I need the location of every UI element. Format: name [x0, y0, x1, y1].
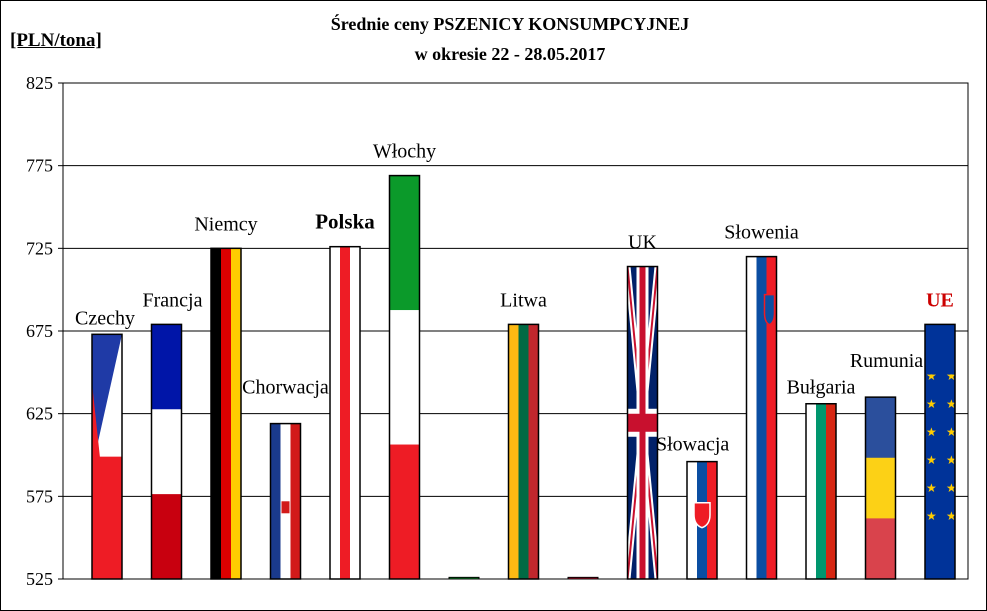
bar-słowenia — [745, 255, 778, 580]
bar-niemcy — [210, 247, 242, 580]
data-label-włochy: Włochy — [373, 141, 436, 163]
bar-litwa — [507, 323, 540, 580]
data-label-francja: Francja — [143, 289, 203, 311]
bar-ue — [924, 323, 956, 580]
y-tick-label: 575 — [26, 486, 53, 506]
data-label-polska: Polska — [315, 210, 375, 234]
y-tick-label: 825 — [26, 73, 53, 93]
bar-uk — [626, 265, 659, 580]
bar-francja — [150, 323, 183, 580]
bar-włochy — [388, 174, 421, 580]
chart-subtitle: w okresie 22 - 28.05.2017 — [414, 44, 606, 64]
data-label-czechy: Czechy — [75, 307, 135, 329]
bar-empty — [448, 576, 480, 580]
bar-bułgaria — [805, 402, 837, 580]
bar-empty — [567, 576, 599, 580]
y-axis-unit-label: [PLN/tona] — [10, 30, 102, 51]
bar-chorwacja — [269, 422, 302, 580]
y-tick-label: 775 — [26, 156, 53, 176]
y-tick-label: 625 — [26, 404, 53, 424]
chart-title: Średnie ceny PSZENICY KONSUMPCYJNEJ — [330, 14, 690, 34]
y-tick-label: 725 — [26, 238, 53, 258]
bar-rumunia — [864, 396, 897, 580]
y-tick-label: 675 — [26, 321, 53, 341]
data-label-bułgaria: Bułgaria — [787, 377, 856, 399]
data-label-chorwacja: Chorwacja — [242, 377, 329, 399]
data-label-niemcy: Niemcy — [194, 213, 257, 235]
y-tick-label: 525 — [26, 569, 53, 589]
data-label-uk: UK — [628, 232, 657, 254]
data-label-słowenia: Słowenia — [724, 222, 799, 244]
bar-słowacja — [686, 460, 718, 580]
data-label-słowacja: Słowacja — [656, 434, 729, 456]
data-label-rumunia: Rumunia — [850, 350, 923, 372]
bar-czechy — [91, 333, 123, 580]
bar-polska — [329, 245, 361, 580]
data-label-ue: UE — [926, 289, 954, 311]
data-label-litwa: Litwa — [500, 289, 547, 311]
